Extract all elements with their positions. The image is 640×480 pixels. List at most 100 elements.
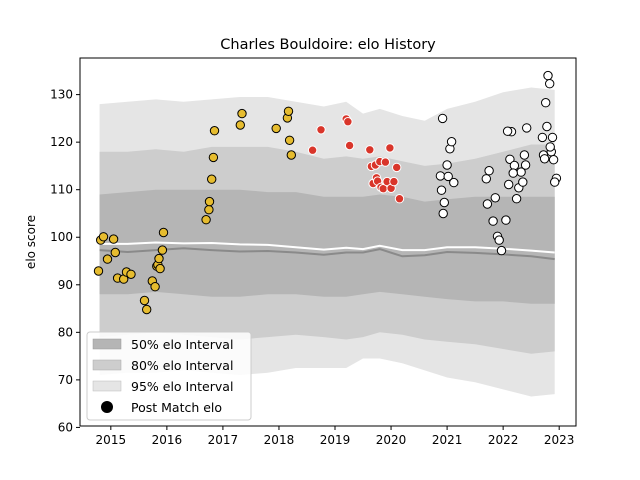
x-tick-label: 2017: [208, 433, 239, 447]
point-yellow: [208, 152, 219, 163]
point-white: [508, 168, 518, 178]
point-yellow: [204, 205, 214, 215]
y-axis: 60 70 80 90 100 110 120 130: [50, 88, 80, 434]
y-tick-label: 80: [58, 325, 73, 339]
point-white: [543, 70, 553, 81]
point-yellow: [237, 108, 247, 119]
point-white: [490, 193, 500, 203]
point-white: [494, 235, 504, 245]
legend-swatch-50: [92, 338, 122, 350]
point-yellow: [139, 295, 150, 306]
point-white: [545, 79, 555, 89]
point-white: [481, 174, 491, 184]
point-white: [502, 126, 513, 136]
y-tick-label: 130: [50, 88, 73, 102]
point-yellow: [207, 174, 217, 184]
point-yellow: [108, 234, 119, 244]
point-yellow: [286, 150, 296, 160]
point-red: [344, 140, 355, 151]
x-tick-label: 2020: [376, 433, 407, 447]
x-tick-label: 2019: [320, 433, 351, 447]
y-tick-label: 60: [58, 420, 73, 434]
x-tick-label: 2015: [96, 433, 127, 447]
y-tick-label: 120: [50, 135, 73, 149]
point-white: [484, 166, 494, 176]
point-red: [392, 162, 402, 173]
point-red: [380, 157, 391, 167]
point-yellow: [150, 282, 160, 292]
point-red: [343, 117, 353, 127]
point-red: [316, 125, 326, 135]
point-white: [439, 197, 449, 208]
point-white: [541, 98, 551, 108]
point-yellow: [154, 253, 164, 264]
point-yellow: [102, 254, 113, 264]
x-tick-label: 2023: [544, 433, 575, 447]
point-red: [365, 145, 375, 155]
x-tick-label: 2021: [432, 433, 463, 447]
y-axis-label: elo score: [24, 215, 38, 269]
y-tick-label: 70: [58, 373, 73, 387]
point-white: [547, 132, 558, 143]
legend-label-post-match: Post Match elo: [131, 400, 222, 415]
x-tick-label: 2018: [264, 433, 295, 447]
y-tick-label: 100: [50, 230, 73, 244]
point-red: [394, 194, 405, 204]
point-white: [504, 179, 514, 190]
point-red: [307, 145, 318, 155]
plot-area: [93, 70, 562, 397]
point-white: [542, 121, 552, 132]
point-yellow: [209, 126, 220, 136]
legend-label-50: 50% elo Interval: [131, 337, 233, 352]
mean-line: [99, 241, 555, 254]
point-white: [435, 171, 446, 181]
point-white: [482, 199, 493, 209]
x-tick-label: 2016: [152, 433, 183, 447]
point-yellow: [157, 245, 168, 255]
point-white: [436, 185, 447, 195]
legend-swatch-80: [92, 359, 122, 371]
point-yellow: [93, 266, 104, 276]
point-yellow: [110, 247, 121, 258]
point-white: [539, 154, 550, 164]
point-white: [520, 160, 531, 170]
point-white: [519, 150, 530, 160]
x-tick-label: 2022: [488, 433, 519, 447]
point-white: [443, 171, 453, 182]
point-white: [545, 142, 555, 152]
point-white: [511, 194, 522, 204]
point-yellow: [283, 106, 294, 117]
point-white: [509, 160, 520, 171]
legend-label-95: 95% elo Interval: [131, 379, 233, 394]
legend-label-80: 80% elo Interval: [131, 358, 233, 373]
legend-swatch-95: [92, 380, 122, 392]
plot-frame: [79, 57, 577, 427]
point-white: [550, 177, 560, 187]
point-red: [385, 143, 395, 153]
y-tick-label: 90: [58, 278, 73, 292]
point-yellow: [201, 215, 211, 225]
x-axis: 2015 2016 2017 2018 2019 2020 2021 2022 2023: [96, 426, 575, 447]
point-white: [518, 177, 528, 187]
legend-marker-post-match: [101, 401, 113, 413]
point-white: [437, 113, 448, 124]
point-white: [496, 245, 507, 256]
point-white: [488, 216, 498, 226]
y-tick-label: 110: [50, 183, 73, 197]
point-yellow: [98, 232, 109, 242]
point-red: [389, 176, 399, 187]
point-yellow: [204, 196, 215, 207]
point-yellow: [142, 304, 152, 315]
point-yellow: [235, 120, 246, 130]
median-line: [99, 247, 555, 261]
point-white: [442, 160, 452, 170]
point-yellow: [158, 227, 169, 238]
point-white: [449, 177, 459, 188]
point-yellow: [271, 123, 281, 134]
point-white: [537, 132, 548, 143]
point-yellow: [155, 263, 165, 274]
chart-title: Charles Bouldoire: elo History: [220, 37, 436, 53]
legend: 50% elo Interval 80% elo Interval 95% el…: [86, 331, 252, 421]
point-yellow: [126, 269, 136, 279]
